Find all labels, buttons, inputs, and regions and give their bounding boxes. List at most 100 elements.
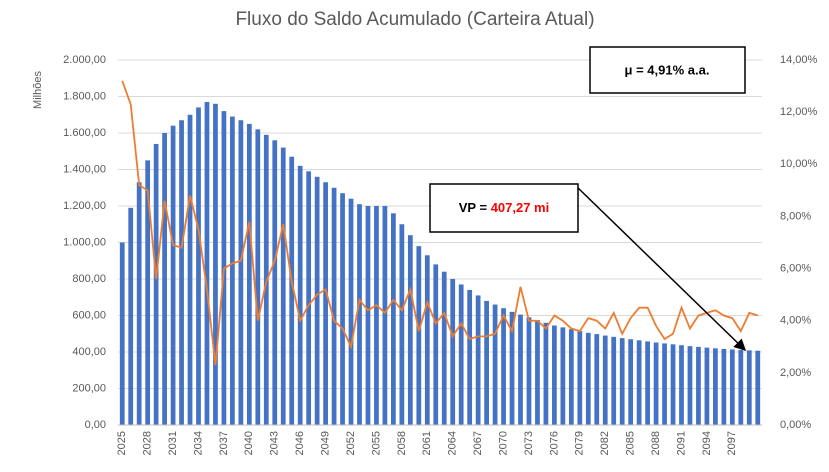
bar	[585, 332, 591, 425]
bar	[484, 300, 489, 425]
bar	[467, 289, 473, 425]
bar	[628, 339, 634, 425]
bar	[687, 346, 693, 425]
x-tick-label: 2073	[523, 431, 535, 455]
bar	[704, 347, 710, 425]
mu-box	[589, 46, 746, 94]
bar	[323, 182, 328, 425]
chart-title: Fluxo do Saldo Acumulado (Carteira Atual…	[235, 9, 594, 30]
y2-tick-label: 12,00%	[780, 106, 818, 118]
bar	[509, 311, 515, 425]
bar	[458, 284, 464, 425]
vp-box	[429, 183, 579, 233]
bar	[729, 349, 735, 425]
bar	[543, 322, 549, 425]
line	[121, 80, 759, 366]
x-tick-label: 2061	[421, 431, 433, 455]
bar	[374, 206, 379, 425]
x-tick-label: 2088	[650, 431, 662, 455]
mu-annotation: μ = 4,91% a.a.	[625, 62, 710, 77]
y2-tick-label: 4,00%	[780, 315, 811, 327]
bar	[238, 120, 244, 425]
bar	[145, 160, 151, 425]
bar	[568, 329, 574, 425]
x-tick-label: 2034	[192, 431, 204, 455]
x-tick-label: 2097	[726, 431, 738, 455]
y-tick-label: 1.000,00	[63, 236, 106, 248]
bar	[670, 344, 676, 425]
vp-value: 407,27 mi	[491, 200, 550, 215]
y2-tick-label: 14,00%	[780, 54, 818, 66]
bar	[280, 147, 286, 425]
bar	[611, 336, 617, 425]
x-tick-label: 2058	[396, 431, 408, 455]
x-tick-label: 2064	[447, 431, 459, 455]
vp-annotation: VP = 407,27 mi	[459, 200, 549, 215]
y-tick-label: 800,00	[72, 273, 106, 285]
bar	[128, 207, 134, 425]
bar	[518, 314, 523, 425]
y2-tick-label: 6,00%	[780, 262, 811, 274]
bar	[619, 338, 625, 425]
x-tick-label: 2028	[142, 431, 154, 455]
x-tick-label: 2049	[320, 431, 332, 455]
bar	[391, 213, 396, 425]
bar	[382, 206, 388, 425]
x-tick-label: 2076	[548, 431, 560, 455]
x-tick-label: 2043	[269, 431, 281, 455]
bar	[119, 242, 125, 425]
bar	[407, 235, 413, 425]
y-tick-label: 1.400,00	[63, 163, 106, 175]
bar	[424, 255, 430, 425]
bar	[594, 334, 600, 425]
bar	[340, 193, 345, 425]
bar	[187, 114, 193, 425]
bar	[289, 156, 295, 425]
y2-tick-label: 10,00%	[780, 158, 818, 170]
bar	[399, 224, 405, 425]
bar	[696, 346, 701, 425]
bar	[365, 206, 371, 425]
bar	[136, 182, 142, 425]
bar	[204, 101, 210, 425]
bar	[577, 331, 583, 425]
bar	[179, 120, 184, 425]
bar	[450, 279, 456, 425]
bar	[272, 140, 278, 426]
bar	[162, 133, 167, 425]
bar	[297, 165, 303, 425]
x-tick-label: 2055	[370, 431, 382, 455]
bar	[713, 348, 718, 425]
y-tick-label: 200,00	[72, 382, 106, 394]
bar	[306, 171, 312, 425]
x-tick-label: 2052	[345, 431, 357, 455]
bar	[196, 107, 201, 425]
y-axis-label: Milhões	[32, 71, 44, 109]
bar	[213, 103, 218, 426]
x-tick-label: 2040	[243, 431, 255, 455]
bar	[746, 350, 752, 425]
bar	[535, 320, 540, 425]
x-tick-label: 2046	[294, 431, 306, 455]
bar	[755, 350, 761, 425]
y-tick-label: 2.000,00	[63, 54, 106, 66]
bar	[721, 348, 727, 425]
x-tick-label: 2094	[701, 431, 713, 455]
bar	[662, 343, 667, 425]
y2-tick-label: 8,00%	[780, 210, 811, 222]
y-tick-label: 600,00	[72, 309, 106, 321]
bar	[348, 198, 354, 425]
x-tick-label: 2031	[167, 431, 179, 455]
x-tick-label: 2091	[675, 431, 687, 455]
y-tick-label: 400,00	[72, 346, 106, 358]
bar	[526, 317, 532, 425]
bar	[230, 116, 235, 425]
bar	[492, 304, 498, 425]
y-tick-label: 1.200,00	[63, 200, 106, 212]
bar	[314, 176, 320, 425]
x-tick-label: 2070	[497, 431, 509, 455]
bar	[153, 143, 159, 425]
bar	[653, 342, 659, 425]
bar	[246, 123, 252, 425]
